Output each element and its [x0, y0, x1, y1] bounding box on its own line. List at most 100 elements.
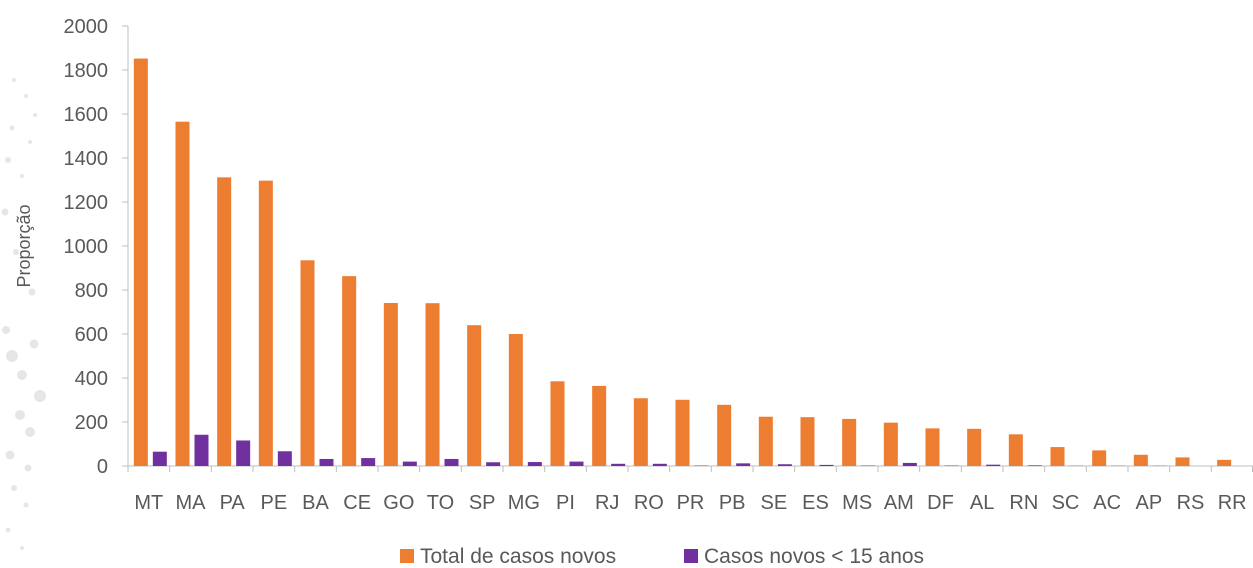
background-dot: [34, 390, 46, 402]
bar-under15-rn: [1027, 465, 1042, 466]
bar-total-al: [967, 428, 982, 466]
background-dot: [29, 339, 39, 349]
bar-under15-al: [986, 464, 1001, 466]
y-axis: 0 200 400 600 800 1000 1200 1400 1600 1800 2000: [64, 16, 129, 478]
background-dot: [12, 78, 16, 82]
bar-under15-pb: [736, 463, 751, 466]
bar-total-mg: [508, 334, 523, 466]
bar-under15-rj: [611, 463, 626, 466]
x-tick-label: PR: [677, 492, 705, 514]
legend-swatch-2: [684, 549, 698, 563]
y-tick-label: 2000: [64, 16, 109, 38]
y-tick-label: 600: [75, 324, 108, 346]
bar-under15-ba: [319, 458, 334, 466]
bar-total-pe: [258, 180, 273, 466]
bar-total-to: [425, 303, 440, 466]
x-tick-label: RS: [1177, 492, 1205, 514]
background-dot: [23, 502, 29, 508]
x-tick-label: RO: [634, 492, 664, 514]
bar-under15-es: [819, 464, 834, 466]
bar-total-pb: [717, 404, 732, 466]
bar-total-ro: [633, 398, 648, 466]
background-dot: [20, 174, 24, 178]
background-dot: [20, 546, 24, 550]
y-axis-title: Proporção: [14, 204, 34, 287]
background-dot: [2, 326, 10, 334]
x-tick-label: PI: [556, 492, 575, 514]
x-tick-label: CE: [343, 492, 371, 514]
background-dot: [6, 350, 18, 362]
background-dot: [15, 410, 25, 420]
x-tick-label: MT: [134, 492, 163, 514]
x-tick-label: AM: [884, 492, 914, 514]
legend-swatch-1: [400, 549, 414, 563]
bar-under15-pa: [236, 440, 251, 466]
bar-under15-am: [902, 462, 917, 466]
x-axis: MT MA PA PE BA CE GO TO SP MG PI RJ RO PR PB SE ES MS AM DF…: [127, 465, 1253, 514]
bar-total-ma: [175, 121, 190, 466]
bar-total-sp: [467, 325, 482, 466]
x-tick-label: TO: [427, 492, 454, 514]
bar-under15-pe: [277, 451, 292, 466]
background-dot: [1, 208, 9, 216]
background-dot: [5, 157, 11, 163]
x-tick-label: MG: [508, 492, 540, 514]
x-tick-label: GO: [383, 492, 414, 514]
bar-total-am: [883, 422, 898, 466]
x-tick-label: MA: [176, 492, 207, 514]
y-tick-label: 200: [75, 412, 108, 434]
bar-under15-to: [444, 458, 459, 466]
bar-total-mt: [133, 58, 148, 467]
plot-area: [133, 58, 1232, 467]
y-tick-label: 1400: [64, 148, 109, 170]
bar-total-ce: [342, 276, 357, 466]
legend-label-2: Casos novos < 15 anos: [704, 545, 924, 568]
x-tick-label: RJ: [595, 492, 619, 514]
background-dot: [5, 450, 15, 460]
background-dot: [28, 288, 36, 296]
x-tick-label: PA: [220, 492, 246, 514]
bar-under15-sp: [486, 462, 501, 466]
bar-under15-mg: [527, 462, 542, 466]
bar-total-ap: [1133, 454, 1148, 466]
bar-total-df: [925, 428, 940, 466]
bar-under15-se: [777, 464, 792, 466]
bar-under15-mt: [152, 451, 167, 466]
legend-label-1: Total de casos novos: [420, 545, 616, 568]
bar-under15-pi: [569, 461, 584, 466]
bar-total-ba: [300, 260, 315, 466]
background-dot: [5, 527, 11, 533]
bar-total-rs: [1175, 457, 1190, 466]
x-tick-label: PE: [260, 492, 287, 514]
bar-under15-ma: [194, 434, 209, 466]
x-tick-label: PB: [719, 492, 746, 514]
x-tick-label: SP: [469, 492, 496, 514]
bar-total-rn: [1008, 434, 1023, 466]
background-dot: [24, 94, 28, 98]
background-dot: [28, 140, 32, 144]
background-dot: [24, 464, 32, 472]
x-tick-label: RN: [1009, 492, 1038, 514]
bar-total-pi: [550, 381, 565, 466]
x-tick-label: RR: [1218, 492, 1247, 514]
bar-under15-ro: [652, 463, 667, 466]
bar-total-ms: [842, 418, 857, 466]
y-tick-label: 1200: [64, 192, 109, 214]
bar-total-rr: [1217, 459, 1232, 466]
x-tick-label: AC: [1093, 492, 1121, 514]
y-tick-label: 0: [97, 456, 108, 478]
bar-total-go: [383, 302, 398, 466]
x-tick-label: AL: [970, 492, 994, 514]
bar-under15-ce: [361, 458, 376, 466]
background-dot: [9, 125, 15, 131]
bar-under15-go: [402, 461, 417, 466]
y-tick-label: 1800: [64, 60, 109, 82]
bar-total-se: [758, 416, 773, 466]
y-tick-label: 800: [75, 280, 108, 302]
background-dots: [1, 78, 46, 550]
bar-total-sc: [1050, 447, 1065, 466]
y-tick-label: 1000: [64, 236, 109, 258]
y-tick-label: 400: [75, 368, 108, 390]
bar-total-rj: [592, 385, 607, 466]
x-tick-label: SC: [1052, 492, 1080, 514]
